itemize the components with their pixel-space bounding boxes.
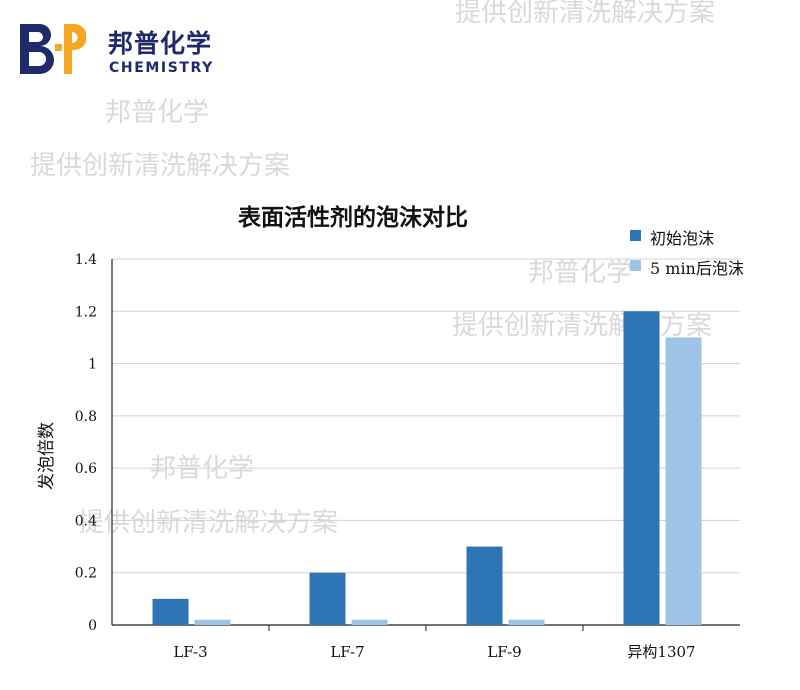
x-tick-label: LF-9 (487, 643, 521, 661)
y-tick-label: 0.2 (75, 566, 97, 582)
company-name-en: CHEMISTRY (109, 60, 214, 76)
bar-initial-foam (152, 598, 189, 625)
bar-initial-foam (466, 546, 503, 625)
y-tick-label: 0.8 (75, 409, 97, 425)
bar-foam-5min (508, 619, 545, 625)
legend-label-foam-5min: 5 min后泡沫 (650, 259, 744, 278)
x-tick-label: 异构1307 (627, 643, 695, 661)
legend-swatch-initial-foam (630, 230, 641, 241)
y-tick-label: 0 (88, 618, 97, 634)
x-tick-label: LF-7 (330, 643, 364, 661)
bar-initial-foam (309, 572, 346, 625)
legend-swatch-foam-5min (630, 260, 641, 271)
y-tick-label: 1.2 (75, 304, 97, 320)
y-tick-label: 1.4 (75, 252, 97, 268)
bar-foam-5min (351, 619, 388, 625)
y-axis-label: 发泡倍数 (37, 422, 57, 490)
company-logo: 邦普化学 CHEMISTRY (18, 22, 212, 82)
bar-foam-5min (665, 337, 702, 625)
y-tick-label: 1 (88, 357, 97, 373)
chart-title: 表面活性剂的泡沫对比 (238, 204, 468, 231)
legend-label-initial-foam: 初始泡沫 (650, 229, 715, 248)
x-tick-label: LF-3 (173, 643, 207, 661)
bar-initial-foam (623, 311, 660, 625)
company-name-cn: 邦普化学 (108, 29, 213, 58)
bar-foam-5min (194, 619, 231, 625)
bp-logo-icon (20, 24, 86, 74)
y-tick-label: 0.6 (75, 461, 97, 477)
y-tick-label: 0.4 (75, 513, 97, 529)
